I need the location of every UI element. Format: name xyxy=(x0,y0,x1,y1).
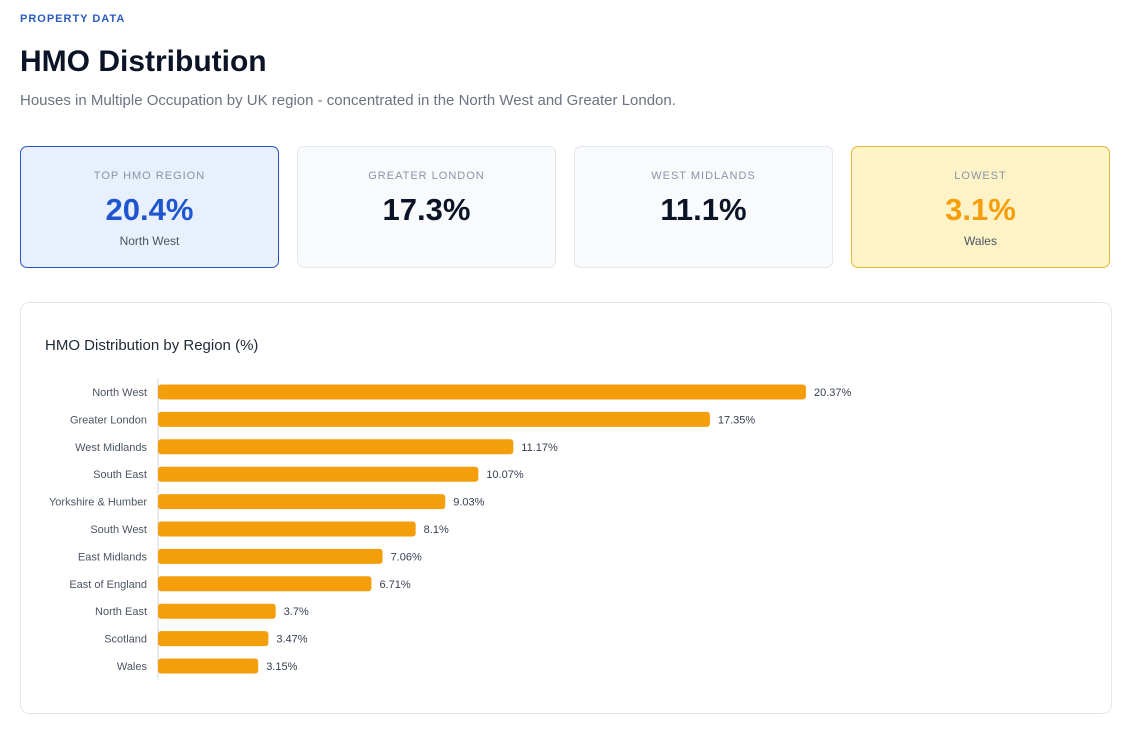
bar-value-label: 17.35% xyxy=(718,414,756,426)
bar xyxy=(158,603,276,619)
kpi-value: 20.4% xyxy=(105,192,194,227)
category-tick-label: East of England xyxy=(69,579,147,591)
bar-value-label: 20.37% xyxy=(814,387,852,399)
kpi-card-west-midlands: WEST MIDLANDS 11.1% xyxy=(574,146,833,268)
kpi-value: 17.3% xyxy=(382,192,471,227)
bar-value-label: 10.07% xyxy=(486,469,524,481)
category-tick-label: North East xyxy=(95,606,147,618)
bar xyxy=(158,494,446,510)
bar-chart: North West 20.37% Greater London 17.35% West… xyxy=(49,378,852,680)
bar xyxy=(158,631,269,647)
category-tick-label: Wales xyxy=(117,661,148,673)
category-tick-label: West Midlands xyxy=(75,442,147,454)
kpi-subtext: North West xyxy=(119,234,180,248)
bar xyxy=(158,466,479,482)
kpi-label: WEST MIDLANDS xyxy=(651,170,756,182)
category-tick-label: South West xyxy=(90,524,147,536)
bar xyxy=(158,411,710,427)
kpi-subtext: Wales xyxy=(964,234,997,248)
category-tick-label: Greater London xyxy=(70,414,147,426)
bar xyxy=(158,576,372,592)
category-tick-label: East Midlands xyxy=(78,551,148,563)
category-tick-label: North West xyxy=(92,387,147,399)
kpi-value: 3.1% xyxy=(945,192,1016,227)
page-subtitle: Houses in Multiple Occupation by UK regi… xyxy=(20,92,676,109)
kpi-label: TOP HMO REGION xyxy=(93,170,206,182)
bar-value-label: 9.03% xyxy=(453,497,484,509)
bar-value-label: 8.1% xyxy=(424,524,449,536)
category-tick-label: Scotland xyxy=(104,634,147,646)
bar-value-label: 3.7% xyxy=(284,606,309,618)
category-tick-label: Yorkshire & Humber xyxy=(49,497,147,509)
kpi-label: GREATER LONDON xyxy=(368,170,485,182)
bar-value-label: 11.17% xyxy=(521,442,558,454)
bar-value-label: 6.71% xyxy=(379,579,410,591)
bar xyxy=(158,658,259,674)
section-eyebrow: PROPERTY DATA xyxy=(20,13,126,25)
bar-value-label: 3.47% xyxy=(276,634,307,646)
category-tick-label: South East xyxy=(93,469,147,481)
kpi-card-greater-london: GREATER LONDON 17.3% xyxy=(297,146,556,268)
chart-card: HMO Distribution by Region (%) North Wes… xyxy=(20,302,1112,714)
kpi-card-lowest: LOWEST 3.1% Wales xyxy=(851,146,1110,268)
bar xyxy=(158,521,416,537)
bar xyxy=(158,548,383,564)
bar xyxy=(158,439,514,455)
kpi-label: LOWEST xyxy=(954,170,1007,182)
bar xyxy=(158,384,806,400)
kpi-card-top-region: TOP HMO REGION 20.4% North West xyxy=(20,146,279,268)
bar-value-label: 7.06% xyxy=(391,551,422,563)
bar-value-label: 3.15% xyxy=(266,661,297,673)
kpi-value: 11.1% xyxy=(660,192,747,227)
chart-title: HMO Distribution by Region (%) xyxy=(45,337,259,354)
page-title: HMO Distribution xyxy=(20,45,267,78)
